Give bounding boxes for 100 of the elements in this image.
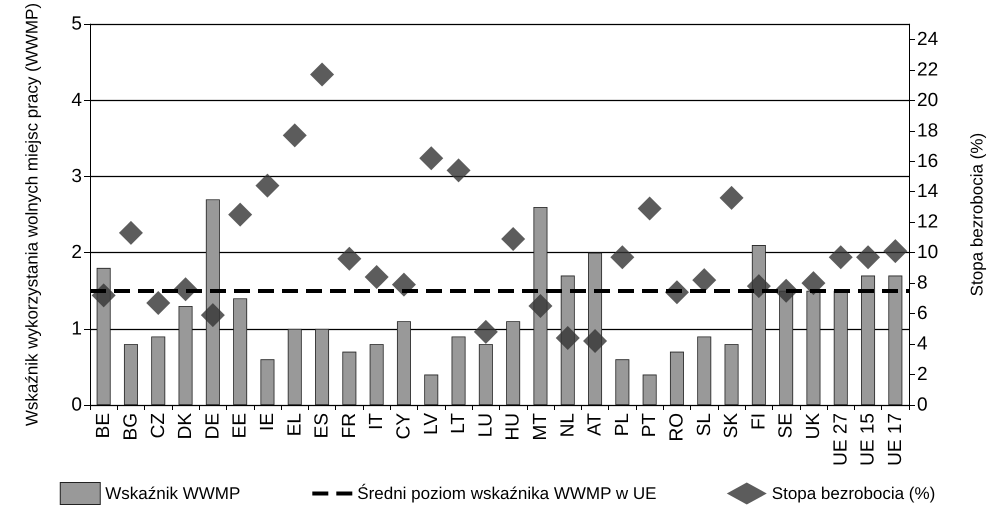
bar [452,336,466,405]
bar [342,352,356,405]
point [583,329,608,354]
x-tick-label: SL [694,413,715,436]
x-tick-label: RO [666,413,688,442]
point [118,220,143,245]
legend-label: Stopa bezrobocia (%) [772,484,936,503]
bar [724,344,739,405]
bar [424,374,438,405]
point [501,226,526,251]
x-tick-label: BE [93,413,114,438]
bar [315,328,330,405]
x-tick-label: LT [448,412,470,434]
point [856,245,880,270]
y2-tick-label: 0 [917,394,928,416]
bar [370,344,384,405]
bar [888,276,902,405]
bar [260,359,274,405]
y2-tick-label: 12 [917,212,938,233]
point [556,326,580,350]
point [638,196,662,220]
y-tick-label: 5 [71,14,82,35]
x-tick-label: BG [120,413,142,440]
x-tick-label: CZ [148,412,169,438]
bar [533,206,548,405]
x-tick-label: UE 15 [858,413,879,466]
point [692,268,716,292]
y-tick-label: 1 [71,318,82,340]
point [282,123,307,148]
x-tick-label: NL [557,413,578,438]
point [228,202,252,227]
bar [670,352,684,405]
bar [178,306,193,405]
y-tick-label: 3 [71,166,82,188]
bar [396,321,411,405]
bar [697,336,712,405]
point [200,303,225,328]
y-tick-label: 2 [71,242,82,264]
y2-tick-label: 20 [917,90,938,111]
y2-tick-label: 10 [917,242,938,264]
point [883,239,908,264]
x-tick-label: PT [639,412,660,438]
bar [806,290,820,405]
y2-axis-title: Stopa bezrobocia (%) [968,132,986,296]
y-tick-label: 4 [71,90,82,111]
x-tick-label: ES [312,413,333,438]
x-tick-label: HU [502,413,524,440]
bar [861,276,876,405]
point [255,174,280,198]
point [310,62,334,86]
x-tick-label: FI [748,413,770,430]
y2-tick-label: 2 [917,364,928,386]
point [419,146,444,170]
x-tick-label: FR [338,413,360,438]
bar [124,344,138,405]
bar [151,336,166,405]
point [364,265,389,290]
x-tick-label: MT [530,412,551,440]
x-tick-label: DK [175,412,196,440]
point [828,245,853,270]
bar [233,298,248,405]
bar [642,374,657,405]
y2-tick-label: 18 [917,120,938,142]
x-tick-label: SK [721,412,742,438]
bar [288,328,302,405]
y-tick-label: 0 [71,394,82,416]
x-tick-label: EL [284,413,306,436]
legend-label: Wskaźnik WWMP [105,484,240,503]
point [146,290,170,315]
x-tick-label: SE [776,413,797,438]
y2-tick-label: 6 [917,303,928,324]
y2-tick-label: 24 [917,28,939,50]
y2-tick-label: 22 [917,59,938,80]
point [528,294,552,318]
x-tick-label: LV [420,412,442,435]
point [610,245,634,270]
x-tick-label: EE [230,413,251,438]
y2-tick-label: 16 [917,150,938,172]
y-axis-title: Wskaźnik wykorzystania wolnych miejsc pracy (WWMP) [22,2,42,426]
x-tick-label: UE 17 [884,413,906,466]
x-tick-label: IT [366,412,388,430]
point [446,158,471,182]
x-tick-label: UE 27 [830,413,852,466]
point [337,246,362,271]
x-tick-label: CY [393,412,414,440]
y2-tick-label: 14 [917,181,939,202]
x-tick-label: IE [256,413,278,431]
point [720,186,744,210]
x-tick-label: PL [612,413,633,436]
y2-tick-label: 8 [917,272,928,294]
y2-tick-label: 4 [917,334,928,355]
x-tick-label: AT [584,412,606,436]
legend-label: Średni poziom wskaźnika WWMP w UE [357,483,656,503]
point [746,274,771,298]
x-tick-label: LU [475,413,496,438]
x-tick-label: DE [202,413,224,440]
bar [615,359,630,405]
x-tick-label: UK [802,412,824,440]
bar [478,344,493,405]
bar [506,321,520,405]
